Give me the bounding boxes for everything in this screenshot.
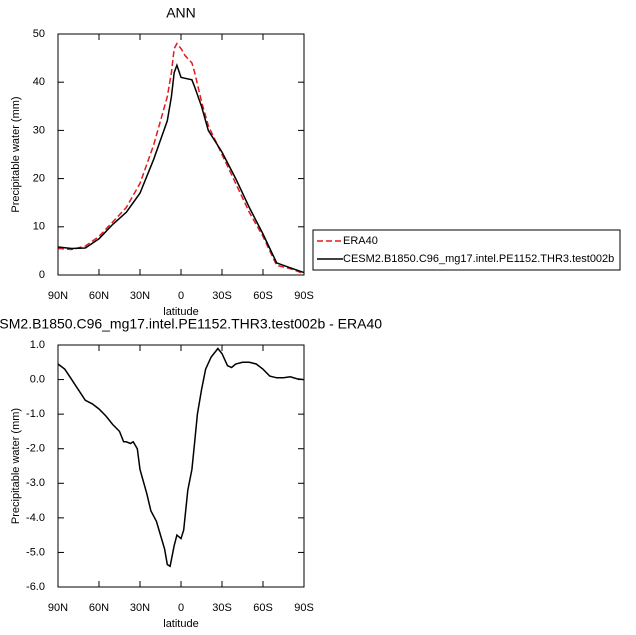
x-tick-label: 30N: [130, 290, 150, 302]
y-tick-label: -2.0: [26, 443, 45, 455]
y-tick-label: -1.0: [26, 408, 45, 420]
y-tick-label: 10: [33, 221, 45, 233]
y-tick-label: -5.0: [26, 546, 45, 558]
y-tick-label: -6.0: [26, 581, 45, 593]
chart-title: ANN: [166, 5, 196, 21]
data-line: [57, 42, 305, 275]
y-tick-label: 1.0: [30, 339, 45, 351]
y-tick-label: 50: [33, 28, 45, 40]
legend-box: [312, 229, 621, 271]
chart-title: CESM2.B1850.C96_mg17.intel.PE1152.THR3.t…: [0, 316, 382, 332]
y-tick-label: 0.0: [30, 373, 45, 385]
data-line: [57, 347, 305, 568]
x-tick-label: 90N: [48, 290, 68, 302]
x-tick-label: 60S: [253, 290, 273, 302]
y-tick-label: 40: [33, 76, 45, 88]
y-tick-label: -4.0: [26, 512, 45, 524]
plot-frame: [57, 33, 305, 276]
y-axis-label: Precipitable water (mm): [10, 408, 22, 524]
x-tick-label: 60N: [89, 290, 109, 302]
x-tick-label: 90N: [48, 602, 68, 614]
x-axis-label: latitude: [163, 618, 198, 630]
x-tick-label: 90S: [294, 290, 314, 302]
y-tick-label: 30: [33, 124, 45, 136]
x-tick-label: 60S: [253, 602, 273, 614]
x-tick-label: 60N: [89, 602, 109, 614]
y-tick-label: 20: [33, 173, 45, 185]
y-tick-label: -3.0: [26, 477, 45, 489]
plot-frame: [57, 344, 305, 588]
x-tick-label: 30S: [212, 602, 232, 614]
x-tick-label: 0: [178, 602, 184, 614]
y-tick-label: 0: [39, 269, 45, 281]
legend-label: ERA40: [343, 235, 378, 247]
y-axis-label: Precipitable water (mm): [10, 96, 22, 212]
x-axis-label: latitude: [163, 306, 198, 318]
x-tick-label: 90S: [294, 602, 314, 614]
legend-label: CESM2.B1850.C96_mg17.intel.PE1152.THR3.t…: [343, 253, 614, 265]
x-tick-label: 30S: [212, 290, 232, 302]
x-tick-label: 0: [178, 290, 184, 302]
x-tick-label: 30N: [130, 602, 150, 614]
data-line: [57, 63, 305, 274]
